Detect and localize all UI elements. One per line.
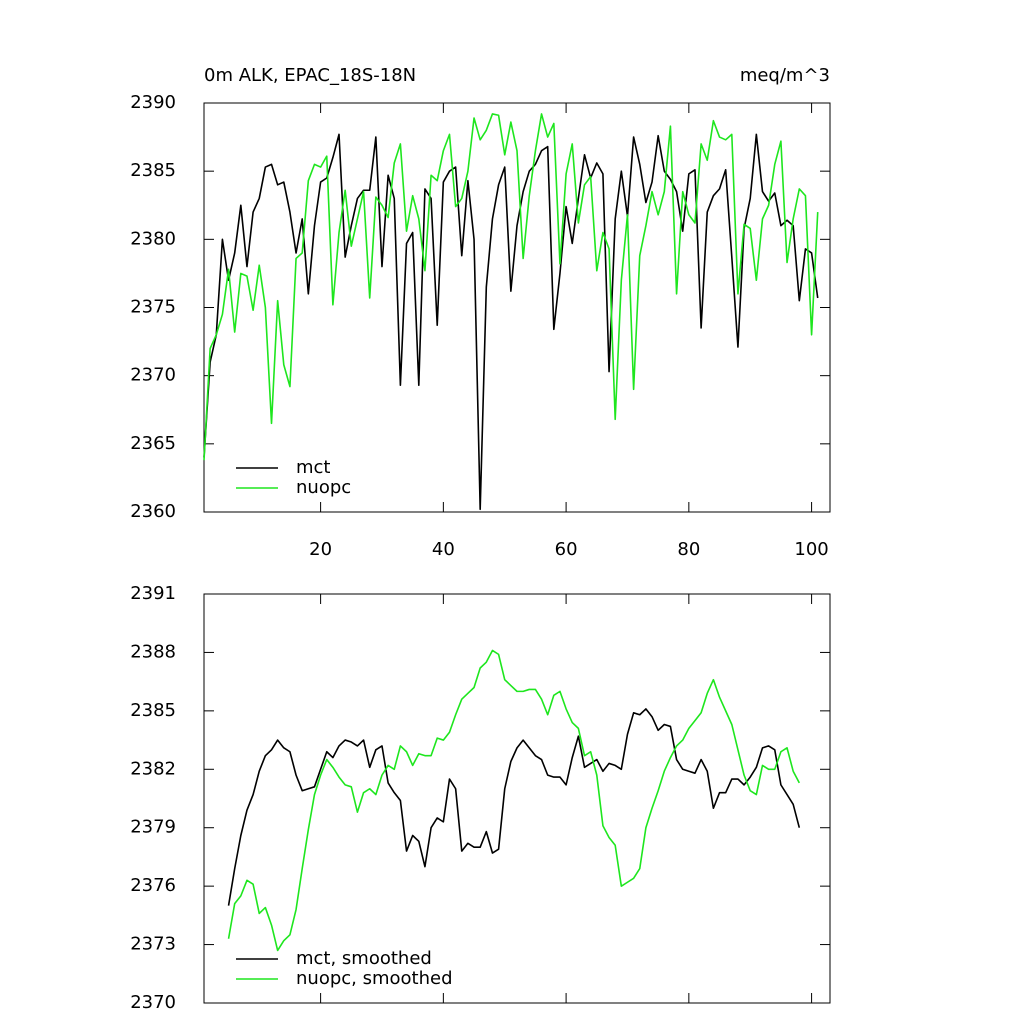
legend-label: mct [296, 457, 331, 478]
y-tick-label: 2373 [130, 934, 176, 955]
y-tick-label: 2380 [130, 228, 176, 249]
y-tick-label: 2365 [130, 433, 176, 454]
x-tick-label: 100 [794, 539, 828, 560]
x-tick-label: 80 [677, 539, 700, 560]
series-line [227, 649, 801, 952]
x-tick-label: 60 [555, 539, 578, 560]
y-tick-label: 2379 [130, 817, 176, 838]
y-tick-label: 2375 [130, 297, 176, 318]
y-tick-label: 2376 [130, 875, 176, 896]
chart-units: meq/m^3 [740, 65, 830, 86]
chart-title: 0m ALK, EPAC_18S-18N [204, 65, 416, 86]
x-tick-label: 20 [309, 539, 332, 560]
y-tick-label: 2360 [130, 501, 176, 522]
y-tick-label: 2385 [130, 160, 176, 181]
x-tick-label: 40 [432, 539, 455, 560]
legend-label: nuopc, smoothed [296, 968, 453, 989]
y-tick-label: 2390 [130, 92, 176, 113]
series-line [227, 708, 801, 906]
y-tick-label: 2370 [130, 365, 176, 386]
y-tick-label: 2370 [130, 992, 176, 1013]
legend-label: nuopc [296, 477, 351, 498]
y-tick-label: 2388 [130, 641, 176, 662]
series-line [203, 113, 819, 461]
y-tick-label: 2382 [130, 758, 176, 779]
series-line [203, 133, 819, 511]
y-tick-label: 2391 [130, 583, 176, 604]
plot-frame [203, 593, 831, 1004]
y-tick-label: 2385 [130, 700, 176, 721]
legend-label: mct, smoothed [296, 948, 432, 969]
